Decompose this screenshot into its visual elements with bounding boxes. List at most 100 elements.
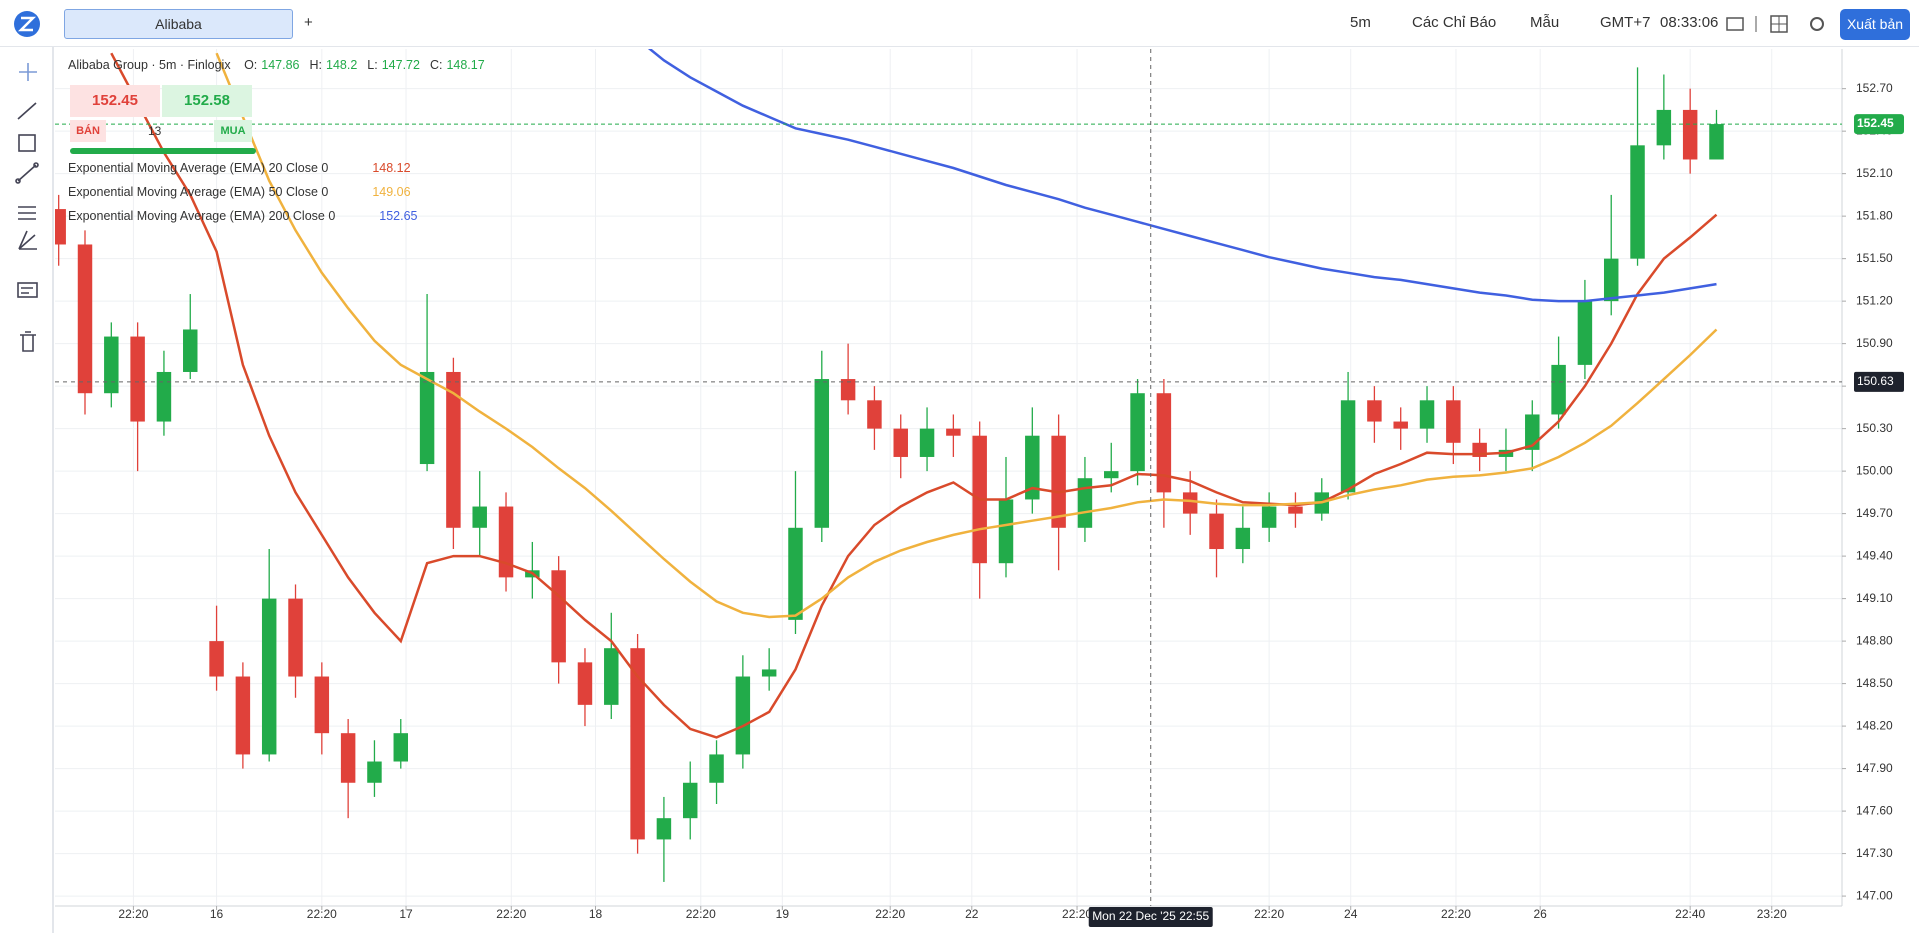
ask-price[interactable]: 152.58 [162, 85, 252, 117]
candle-body [1446, 400, 1461, 443]
symbol-title: Alibaba Group · 5m · Finlogix [68, 58, 231, 72]
x-tick-label: 26 [1533, 907, 1547, 921]
candle-body [946, 428, 961, 436]
ema-line [647, 49, 1717, 303]
x-tick-label: 24 [1344, 907, 1358, 921]
candle-body [183, 329, 198, 372]
x-tick-label: 18 [589, 907, 603, 921]
candle-body [1577, 301, 1593, 365]
spread-bar [70, 148, 256, 154]
candle-body [1051, 435, 1066, 528]
x-tick-label: 17 [399, 907, 413, 921]
indicator-value: 149.06 [372, 185, 411, 199]
candle-body [1156, 393, 1172, 493]
timezone[interactable]: GMT+7 [1600, 14, 1651, 31]
x-tick-label: 22 [965, 907, 979, 921]
y-tick-label: 149.40 [1856, 548, 1893, 562]
bid-price[interactable]: 152.45 [70, 85, 160, 117]
candle-body [630, 648, 645, 840]
candle-body [1182, 492, 1198, 514]
candle-body [1130, 393, 1145, 472]
y-tick-label: 151.20 [1856, 293, 1893, 307]
candle-body [209, 641, 224, 677]
candle-body [1235, 527, 1251, 550]
ema-line [110, 52, 1718, 739]
candle-body [104, 336, 119, 394]
candle-body [1367, 400, 1382, 422]
indicator-row: Exponential Moving Average (EMA) 50 Clos… [68, 185, 411, 199]
y-tick-label: 152.10 [1856, 166, 1893, 180]
candle-body [1682, 109, 1698, 160]
candle-body [77, 244, 93, 394]
y-tick-label: 149.10 [1856, 591, 1893, 605]
candle-body [604, 648, 619, 705]
candle-body [1340, 400, 1356, 493]
clock: 08:33:06 [1660, 14, 1719, 31]
ohlc-label: C: [429, 58, 443, 72]
indicators[interactable]: Các Chỉ Báo [1412, 14, 1497, 31]
candle-body [788, 527, 803, 620]
candle-body [1077, 478, 1093, 528]
bid-label: BÁN [70, 120, 106, 142]
y-tick-label: 147.90 [1856, 761, 1893, 775]
ema-line [215, 52, 1718, 619]
candle-body [1656, 109, 1672, 146]
indicator-value: 148.12 [372, 161, 411, 175]
x-tick-label: 22:20 [307, 907, 337, 921]
x-tick-label: 19 [776, 907, 790, 921]
drawing-tools [15, 63, 39, 352]
ohlc-label: H: [309, 58, 323, 72]
symbol-tab[interactable]: Alibaba [64, 9, 293, 39]
candle-body [867, 400, 882, 429]
indicator-name: Exponential Moving Average (EMA) 50 Clos… [68, 185, 329, 199]
indicator-name: Exponential Moving Average (EMA) 20 Clos… [68, 161, 329, 175]
candle-body [314, 676, 330, 734]
y-tick-label: 151.80 [1856, 208, 1893, 222]
y-tick-label: 148.80 [1856, 633, 1893, 647]
candle-body [419, 371, 435, 465]
candle-body [55, 209, 66, 245]
last-price-tag [1854, 114, 1904, 135]
x-tick-label: 22:20 [1254, 907, 1284, 921]
candle-body [761, 669, 777, 677]
spread: 13 [148, 124, 162, 138]
candle-body [1709, 124, 1724, 160]
ask-label: MUA [214, 120, 252, 142]
ohlc-value: 148.2 [326, 58, 358, 72]
x-tick-label: 22:20 [875, 907, 905, 921]
candle-body [1393, 421, 1408, 429]
templates[interactable]: Mẫu [1530, 14, 1560, 31]
crosshair-x-label: Mon 22 Dec '25 22:55 [1092, 909, 1209, 923]
y-tick-label: 152.70 [1856, 81, 1893, 95]
add-tab[interactable]: + [304, 14, 313, 31]
ohlc-value: 147.72 [381, 58, 420, 72]
y-tick-label: 151.50 [1856, 251, 1893, 265]
candle-body [1419, 400, 1435, 429]
ohlc-value: 148.17 [446, 58, 485, 72]
indicator-row: Exponential Moving Average (EMA) 20 Clos… [68, 161, 411, 175]
interval[interactable]: 5m [1350, 14, 1371, 31]
x-tick-label: 22:20 [496, 907, 526, 921]
candle-body [1209, 513, 1224, 550]
y-tick-label: 147.30 [1856, 846, 1893, 860]
ohlc-value: 147.86 [261, 58, 300, 72]
x-tick-label: 22:20 [1062, 907, 1092, 921]
candle-body [235, 676, 251, 755]
publish-button[interactable]: Xuất bản [1840, 9, 1910, 40]
candle-body [1603, 258, 1619, 302]
candle-body [1630, 145, 1645, 259]
y-tick-label: 149.70 [1856, 506, 1893, 520]
candle-body [656, 818, 672, 840]
y-tick-label: 148.50 [1856, 676, 1893, 690]
candle-body [1104, 471, 1119, 479]
candle-body [1551, 364, 1566, 415]
candle-body [709, 754, 724, 783]
candle-body [814, 379, 830, 528]
crosshair-y-label: 150.63 [1857, 374, 1894, 388]
candle-body [261, 598, 277, 755]
candle-body [577, 662, 593, 705]
y-tick-label: 147.60 [1856, 803, 1893, 817]
indicator-value: 152.65 [379, 209, 418, 223]
candle-body [893, 428, 908, 457]
